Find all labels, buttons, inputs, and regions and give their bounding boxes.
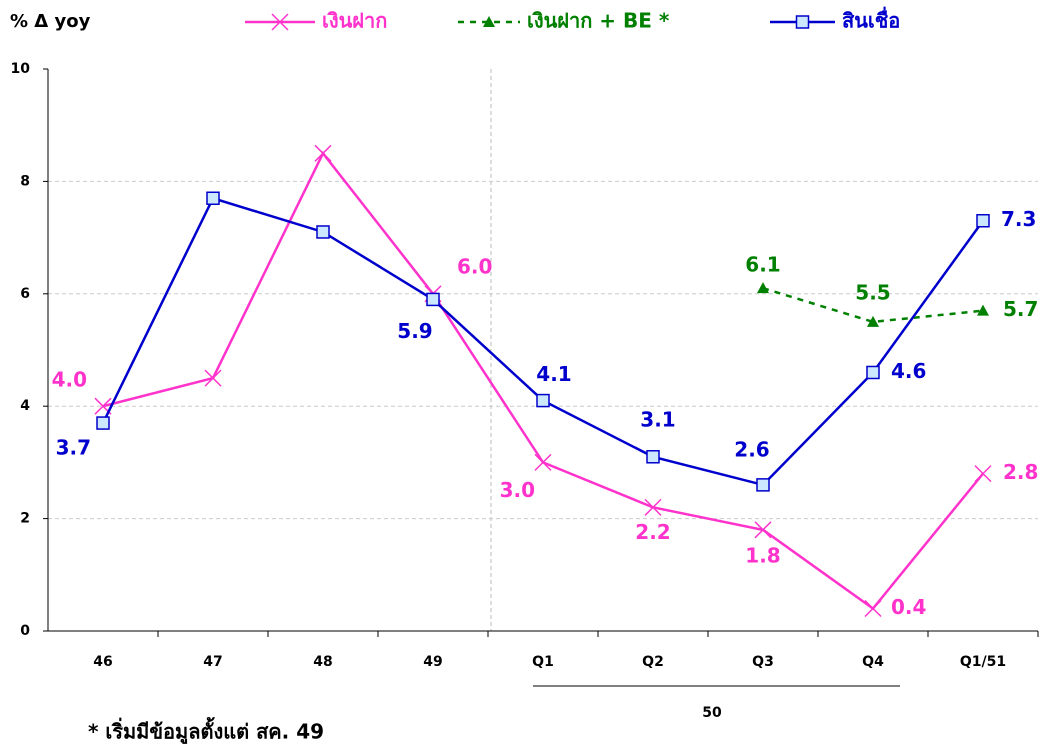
y-tick-label: 4	[20, 398, 30, 414]
data-point	[646, 450, 660, 464]
legend-label: เงินฝาก	[322, 9, 387, 33]
data-point	[974, 465, 992, 483]
data-point	[206, 191, 220, 206]
x-tick-label: Q4	[862, 654, 884, 670]
data-point	[976, 213, 990, 228]
data-point	[426, 292, 440, 307]
y-tick-label: 2	[20, 511, 30, 527]
group-label: 50	[702, 705, 722, 721]
data-label: 5.9	[397, 319, 432, 343]
legend-marker	[483, 16, 495, 27]
x-tick-label: 47	[203, 654, 222, 670]
data-label: 2.6	[734, 437, 769, 461]
data-point	[644, 498, 662, 516]
data-label: 3.7	[56, 436, 91, 460]
data-label: 3.1	[640, 407, 675, 431]
legend-marker	[271, 13, 289, 31]
y-tick-label: 8	[20, 173, 30, 189]
data-label: 0.4	[891, 595, 926, 619]
y-axis-label: % Δ yoy	[10, 11, 91, 32]
data-point	[754, 521, 772, 539]
data-point	[756, 478, 770, 492]
series-line	[101, 196, 985, 487]
x-tick-label: Q1	[532, 654, 554, 670]
data-point	[534, 453, 552, 471]
data-label: 1.8	[745, 543, 780, 567]
x-tick-label: Q1/51	[960, 654, 1006, 670]
y-tick-label: 6	[20, 286, 30, 302]
data-label: 3.0	[500, 478, 535, 502]
x-tick-label: 49	[423, 654, 442, 670]
data-point	[866, 365, 880, 380]
data-label: 6.0	[457, 254, 492, 278]
data-point	[867, 315, 879, 327]
data-point	[977, 304, 989, 316]
data-point	[864, 599, 882, 618]
x-tick-label: 48	[313, 654, 332, 670]
data-label: 2.2	[635, 520, 670, 544]
x-tick-label: Q2	[642, 654, 664, 670]
data-label: 4.6	[891, 359, 926, 383]
data-label: 4.1	[536, 362, 571, 386]
data-point	[204, 369, 222, 387]
legend-label: เงินฝาก + BE *	[527, 9, 670, 33]
data-label: 6.1	[745, 253, 780, 277]
y-tick-label: 10	[11, 61, 31, 77]
x-tick-label: Q3	[752, 654, 774, 670]
y-tick-label: 0	[20, 623, 30, 639]
data-point	[536, 393, 550, 408]
data-point	[96, 416, 110, 430]
legend-label: สินเชื่อ	[842, 6, 900, 33]
legend-marker	[795, 15, 810, 29]
data-label: 2.8	[1003, 460, 1038, 484]
series-line	[762, 286, 984, 324]
data-label: 7.3	[1001, 207, 1036, 231]
data-point	[316, 225, 330, 239]
x-tick-label: 46	[93, 654, 112, 670]
data-point	[757, 282, 769, 294]
data-label: 4.0	[52, 368, 87, 392]
data-label: 5.5	[855, 280, 890, 304]
footnote: * เริ่มมีข้อมูลตั้งแต่ สค. 49	[88, 717, 324, 746]
data-label: 5.7	[1003, 297, 1038, 321]
data-point	[314, 144, 332, 162]
